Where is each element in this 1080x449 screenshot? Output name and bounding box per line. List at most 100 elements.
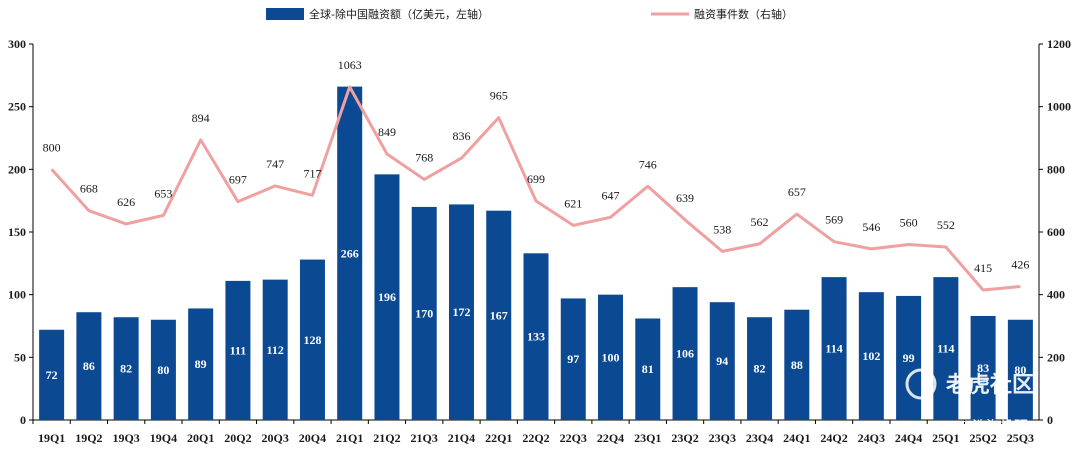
x-tick-label: 20Q4	[299, 431, 326, 445]
x-tick-label: 25Q1	[932, 431, 959, 445]
bar-value-label: 82	[120, 362, 132, 376]
bar-value-label: 81	[642, 362, 654, 376]
bar	[821, 277, 847, 420]
bar	[858, 292, 884, 420]
x-tick-label: 23Q2	[671, 431, 698, 445]
bar	[188, 308, 214, 420]
bar	[39, 329, 65, 420]
line-value-label: 800	[43, 140, 61, 154]
bar	[709, 302, 735, 420]
legend-bar-label: 全球-除中国融资额（亿美元，左轴）	[309, 7, 489, 21]
legend: 全球-除中国融资额（亿美元，左轴） 融资事件数（右轴）	[266, 7, 793, 21]
bars: 72 86 82 80 89 111 112 128 266 196 170 172 167 133 97 1…	[39, 86, 1033, 420]
tiger-logo-icon	[905, 368, 937, 400]
right-tick-label: 600	[1047, 225, 1065, 239]
bar-value-label: 80	[157, 363, 169, 377]
bar	[598, 294, 624, 420]
line-value-label: 569	[825, 213, 843, 227]
line-value-label: 653	[154, 186, 172, 200]
line-value-label: 836	[452, 129, 470, 143]
bar	[225, 280, 251, 420]
series-line	[50, 85, 1021, 292]
bar	[784, 309, 810, 420]
left-tick-label: 100	[8, 288, 26, 302]
x-tick-label: 21Q3	[411, 431, 438, 445]
x-tick-label: 19Q4	[150, 431, 177, 445]
bar-value-label: 86	[83, 359, 95, 373]
right-tick-label: 0	[1047, 413, 1053, 427]
bar-value-label: 102	[862, 349, 880, 363]
line-value-label: 552	[937, 218, 955, 232]
right-tick-label: 1000	[1047, 100, 1071, 114]
line-value-label: 849	[378, 125, 396, 139]
bar	[411, 206, 437, 420]
x-tick-label: 19Q2	[75, 431, 102, 445]
bar-value-label: 112	[267, 343, 284, 357]
bar-value-label: 97	[567, 352, 579, 366]
x-tick-label: 20Q1	[187, 431, 214, 445]
bar	[635, 318, 661, 420]
bar-value-label: 128	[303, 333, 321, 347]
bar	[747, 317, 773, 420]
bar-value-label: 133	[527, 330, 545, 344]
x-tick-label: 22Q4	[597, 431, 624, 445]
line-series: 800 668 626 653 894 697 747 717 1063 849 768 836 965…	[43, 58, 1029, 292]
right-tick-label: 400	[1047, 288, 1065, 302]
line-value-label: 562	[751, 215, 769, 229]
bar-value-label: 99	[903, 351, 915, 365]
left-tick-label: 300	[8, 37, 26, 51]
bar-value-label: 172	[452, 305, 470, 319]
line-value-label: 538	[713, 222, 731, 236]
right-tick-label: 1200	[1047, 37, 1071, 51]
x-tick-label: 23Q3	[709, 431, 736, 445]
bar-value-label: 114	[825, 342, 842, 356]
bar-value-label: 100	[602, 350, 620, 364]
x-tick-label: 23Q4	[746, 431, 773, 445]
left-tick-label: 200	[8, 162, 26, 176]
line-value-label: 626	[117, 195, 135, 209]
bar-value-label: 111	[230, 343, 247, 357]
left-tick-label: 250	[8, 100, 26, 114]
bar-value-label: 89	[195, 357, 207, 371]
line-value-label: 621	[564, 196, 582, 210]
bar	[337, 86, 363, 420]
bar	[150, 319, 176, 420]
bar-value-label: 106	[676, 347, 694, 361]
line-value-label: 747	[266, 157, 284, 171]
bar-value-label: 266	[341, 246, 359, 260]
line-value-label: 639	[676, 191, 694, 205]
line-value-label: 560	[900, 216, 918, 230]
line-value-label: 647	[602, 188, 620, 202]
x-tick-label: 21Q4	[448, 431, 475, 445]
line-value-label: 426	[1011, 258, 1029, 272]
x-tick-label: 24Q4	[895, 431, 922, 445]
bar-value-label: 82	[754, 362, 766, 376]
x-tick-label: 23Q1	[634, 431, 661, 445]
line-value-label: 697	[229, 173, 247, 187]
line-value-label: 657	[788, 185, 806, 199]
bar	[560, 298, 586, 420]
bar	[299, 259, 325, 420]
bar	[896, 295, 922, 420]
bar-value-label: 167	[490, 308, 508, 322]
x-tick-label: 21Q2	[373, 431, 400, 445]
line-value-label: 546	[862, 220, 880, 234]
bar	[262, 279, 288, 420]
bar-value-label: 83	[977, 361, 989, 375]
left-tick-label: 0	[20, 413, 26, 427]
bar-value-label: 114	[937, 342, 954, 356]
bar	[76, 312, 102, 420]
bar	[672, 287, 698, 420]
bar-value-label: 170	[415, 306, 433, 320]
x-tick-label: 22Q3	[560, 431, 587, 445]
x-axis-ticks: 19Q1 19Q2 19Q3 19Q4 20Q1 20Q2 20Q3 20Q4 21Q1 21Q2…	[32, 420, 1034, 445]
bar	[448, 204, 474, 420]
watermark-handle: @浩海投研	[958, 419, 1028, 435]
line-value-label: 717	[303, 166, 321, 180]
line-value-label: 668	[80, 182, 98, 196]
line-value-label: 746	[639, 157, 657, 171]
bar	[523, 253, 549, 420]
line-value-label: 894	[192, 111, 210, 125]
x-tick-label: 25Q2	[969, 431, 996, 445]
